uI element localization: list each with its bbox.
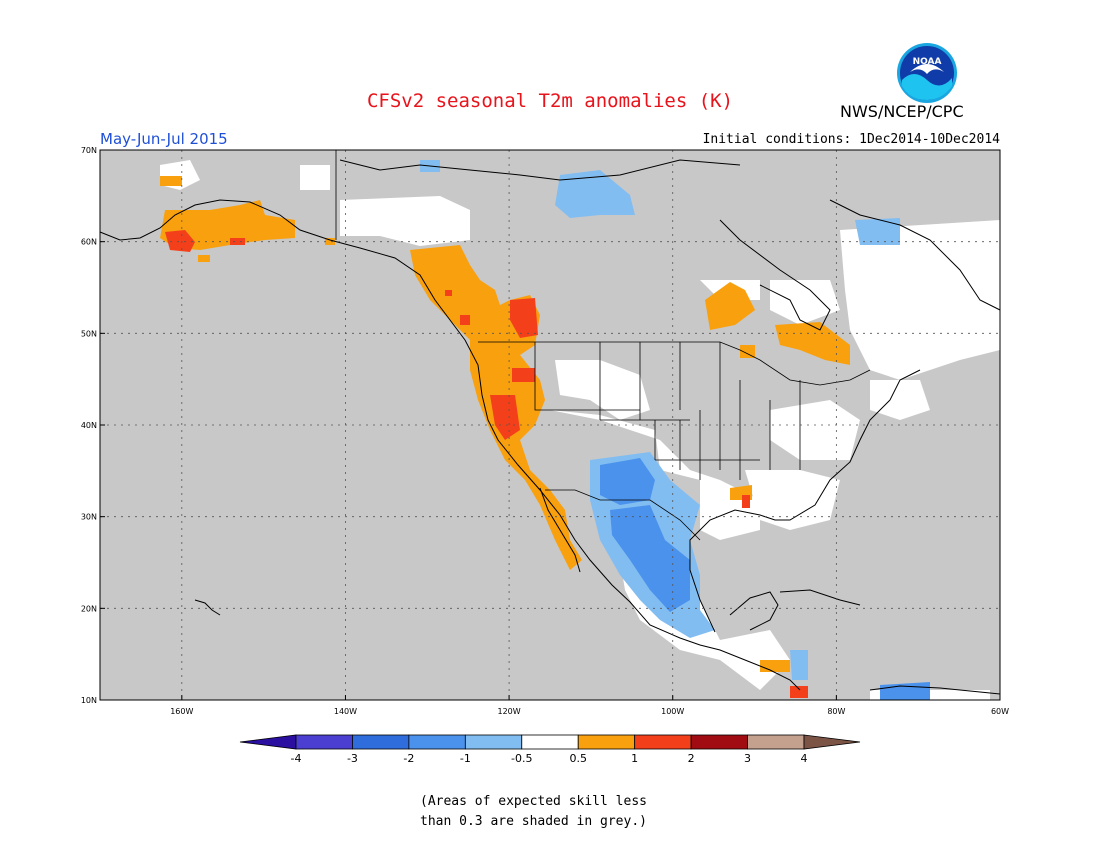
region-red [460, 315, 470, 325]
colorbar-cell [352, 734, 410, 750]
skill-footnote: (Areas of expected skill less than 0.3 a… [0, 792, 1100, 832]
map-frame [99, 149, 1001, 701]
colorbar-cell [577, 734, 636, 750]
lat-label: 30N [81, 513, 97, 522]
region-light-blue [555, 170, 635, 218]
region-red [165, 230, 195, 252]
region-red [790, 686, 808, 698]
region-orange [160, 176, 182, 186]
noaa-logo: NOAA [897, 43, 957, 103]
coastline-cuba [779, 589, 861, 606]
footnote-line-1: (Areas of expected skill less [420, 794, 647, 809]
region-white [770, 280, 840, 325]
colorbar-cell [634, 734, 692, 750]
region-orange [705, 282, 755, 330]
border-us-canada [478, 341, 871, 386]
colorbar-label: 1 [631, 752, 638, 765]
political-borders [335, 150, 871, 541]
region-red [742, 495, 750, 508]
lon-label: 100W [661, 707, 684, 716]
region-orange [198, 255, 210, 262]
lat-label: 50N [81, 329, 97, 338]
lat-label: 10N [81, 696, 97, 705]
footnote-line-2: than 0.3 are shaded in grey.) [420, 814, 647, 829]
colorbar-arrow-low [239, 734, 297, 750]
region-white [840, 220, 1000, 380]
region-light-blue [790, 650, 808, 680]
coastline-gulf [689, 369, 921, 633]
region-red [510, 298, 538, 338]
colorbar-label: 3 [744, 752, 751, 765]
region-orange [325, 238, 335, 245]
colorbar-label: -1 [460, 752, 471, 765]
region-white [745, 470, 840, 530]
coastline-hudson [719, 219, 831, 331]
colorbar-label: -2 [403, 752, 414, 765]
lon-label: 60W [991, 707, 1009, 716]
region-red [512, 368, 535, 382]
coastline-arctic [339, 159, 741, 181]
longitude-labels: 160W 140W 120W 100W 80W 60W [170, 707, 1009, 716]
coastline-north-america [99, 199, 801, 691]
region-red [490, 395, 520, 440]
colorbar: -4 -3 -2 -1 -0.5 0.5 1 2 3 4 [239, 734, 861, 765]
coastline-labrador [829, 199, 1001, 311]
colorbar-cell [521, 734, 579, 750]
season-label: May-Jun-Jul 2015 [100, 130, 228, 148]
colorbar-cell [295, 734, 353, 750]
region-blue [600, 458, 655, 505]
lon-label: 160W [170, 707, 193, 716]
colorbar-cell [408, 734, 466, 750]
coastlines [99, 159, 1001, 695]
colorbar-arrow-high [803, 734, 861, 750]
colorbar-label: -3 [347, 752, 358, 765]
coastline-yucatan [729, 591, 779, 631]
coastline-south-america [869, 685, 1001, 695]
lat-label: 40N [81, 421, 97, 430]
lon-label: 140W [334, 707, 357, 716]
region-orange [160, 200, 295, 250]
region-white [770, 400, 860, 460]
region-orange [740, 345, 755, 358]
region-orange [775, 322, 850, 365]
lon-label: 120W [497, 707, 520, 716]
organization-label: NWS/NCEP/CPC [840, 102, 964, 121]
colorbar-cell [747, 734, 805, 750]
region-white [550, 410, 760, 540]
region-red [445, 290, 452, 296]
colorbar-label: 0.5 [569, 752, 587, 765]
colorbar-label: -0.5 [511, 752, 532, 765]
region-blue [610, 505, 690, 612]
lat-label: 20N [81, 604, 97, 613]
map-title: CFSv2 seasonal T2m anomalies (K) [366, 90, 734, 112]
coastline-hawaii [194, 599, 221, 616]
lat-label: 70N [81, 146, 97, 155]
region-white [870, 380, 930, 420]
latitude-labels: 10N 20N 30N 40N 50N 60N 70N [81, 146, 97, 705]
region-white [300, 165, 330, 190]
initial-conditions-label: Initial conditions: 1Dec2014-10Dec2014 [702, 132, 1000, 147]
region-red [230, 238, 245, 245]
coastline-baja [539, 487, 581, 573]
region-white [340, 196, 470, 246]
colorbar-label: 2 [688, 752, 695, 765]
region-white [555, 360, 650, 420]
logo-text: NOAA [913, 57, 942, 67]
colorbar-label: -4 [291, 752, 302, 765]
colorbar-cell [690, 734, 748, 750]
region-light-blue [855, 218, 900, 245]
grid-lines [100, 149, 1001, 701]
colorbar-label: 4 [801, 752, 808, 765]
region-orange [760, 660, 790, 672]
lat-label: 60N [81, 238, 97, 247]
border-us-mexico [545, 489, 701, 541]
anomaly-shading [160, 160, 1000, 700]
region-blue [880, 682, 930, 700]
lon-label: 80W [827, 707, 845, 716]
colorbar-cell [464, 734, 523, 750]
